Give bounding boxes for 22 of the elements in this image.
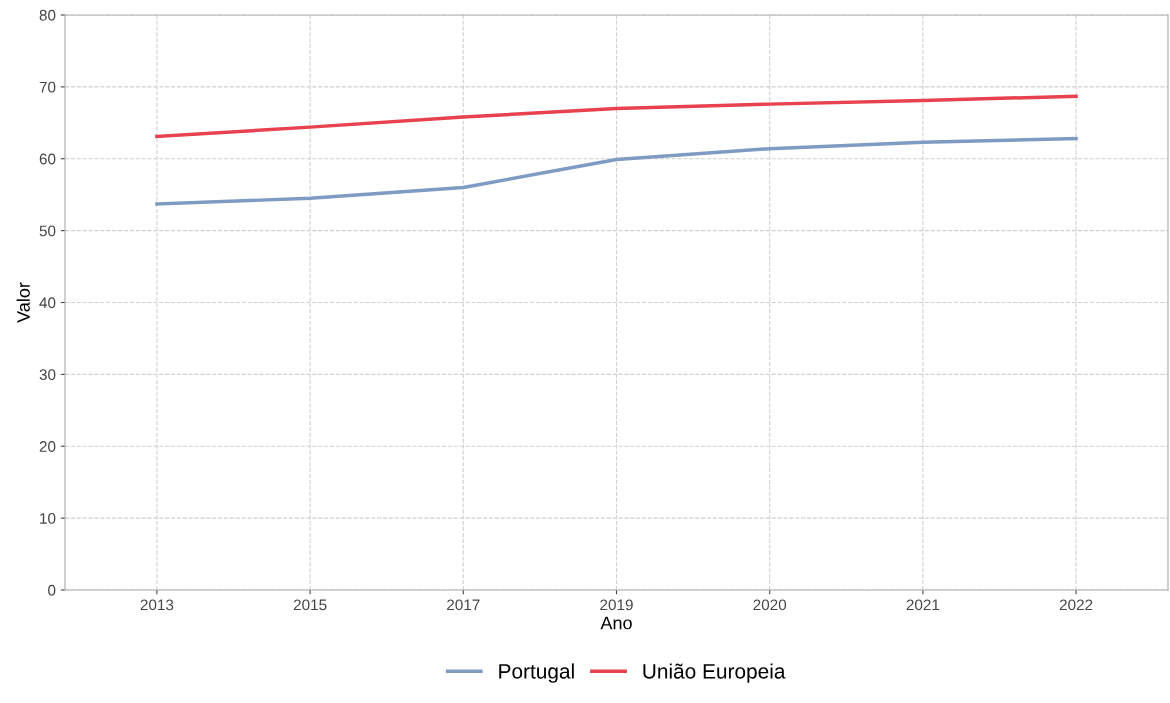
y-tick-label: 50 [39, 225, 56, 237]
x-tick-label: 2022 [1059, 599, 1093, 611]
y-tick-label: 60 [39, 153, 56, 165]
y-tick-label: 20 [39, 441, 56, 452]
x-tick-label: 2015 [293, 599, 327, 611]
x-tick-label: 2019 [600, 599, 633, 611]
x-tick-label: 2021 [906, 599, 940, 611]
legend-label: Portugal [499, 663, 574, 683]
y-tick-label: 40 [39, 297, 56, 309]
line-series [155, 136, 1078, 206]
line-series [155, 94, 1078, 139]
legend-label: União Europeia [643, 663, 786, 683]
y-tick-label: 0 [48, 584, 56, 596]
x-tick-label: 2013 [140, 599, 174, 611]
x-tick-label: 2017 [447, 599, 480, 611]
y-tick-label: 30 [39, 369, 56, 381]
y-tick-label: 80 [39, 9, 56, 21]
x-axis-title: Ano [600, 616, 632, 630]
x-tick-label: 2020 [753, 599, 787, 611]
y-axis-title: Valor [16, 282, 30, 323]
y-tick-label: 10 [40, 512, 56, 524]
y-tick-label: 70 [39, 81, 56, 93]
